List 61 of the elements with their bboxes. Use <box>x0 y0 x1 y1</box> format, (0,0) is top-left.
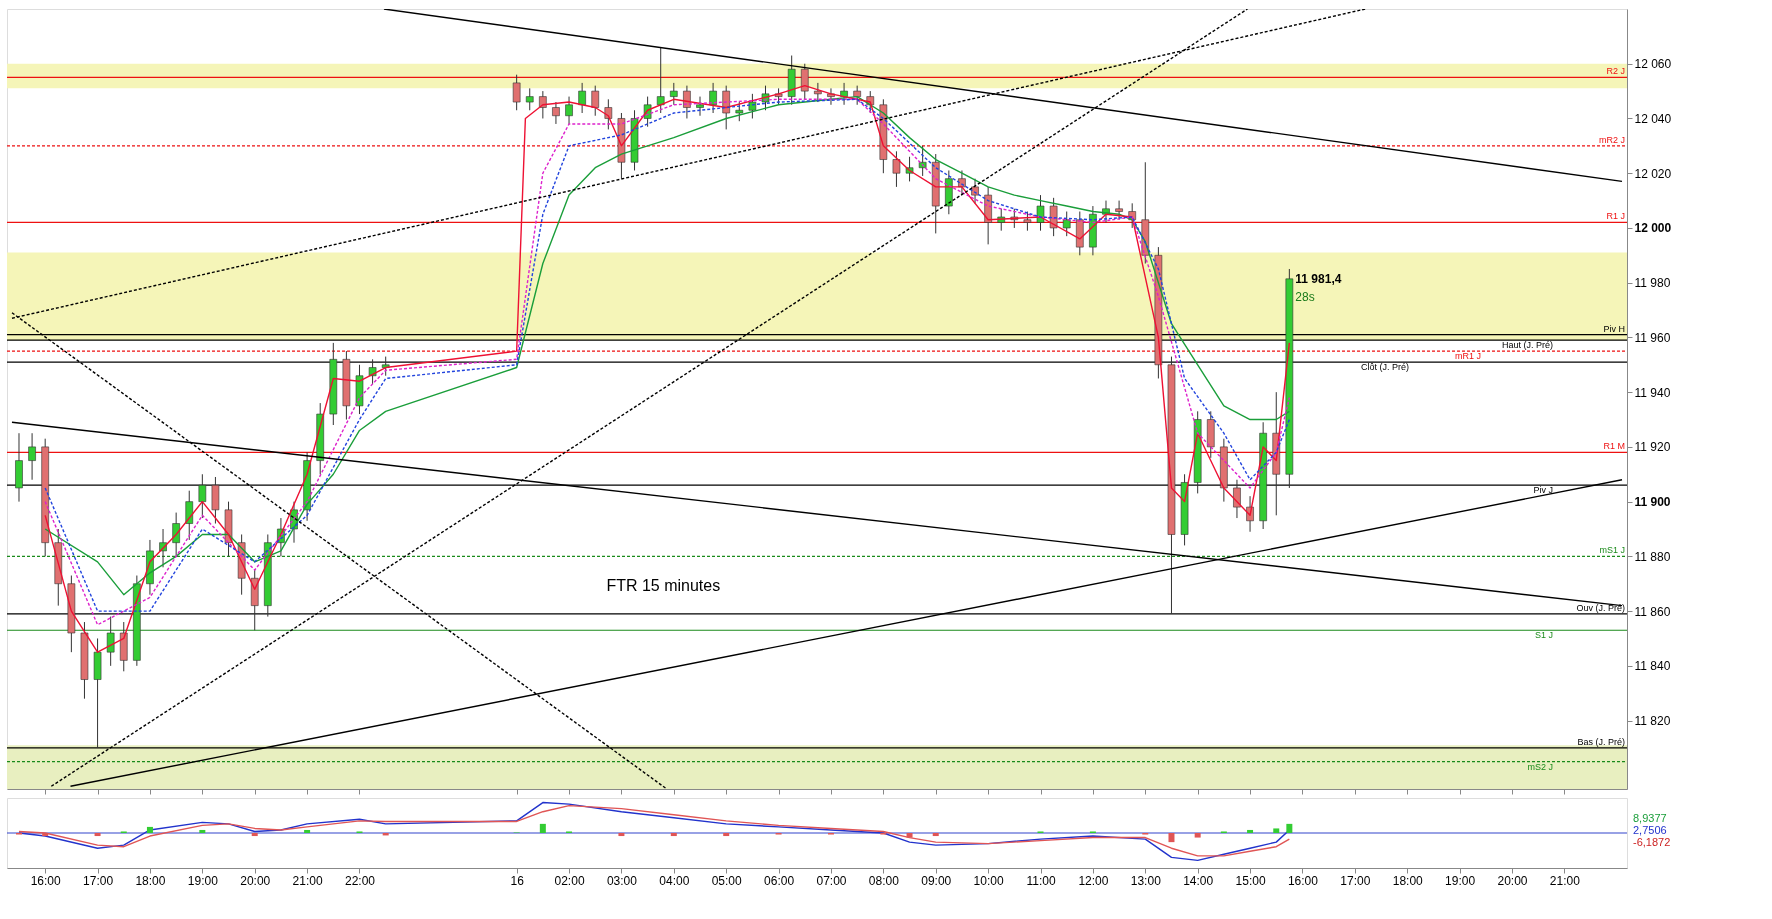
ref-line-label: Haut (J. Pré) <box>1501 340 1553 351</box>
ref-line-label: Piv H <box>1603 323 1625 334</box>
x-tick-label: 21:00 <box>1549 873 1581 888</box>
ref-line-label: mS2 J <box>1527 761 1553 772</box>
ref-line-label: mR1 J <box>1454 351 1481 362</box>
y-tick-label: 11 960 <box>1634 330 1671 345</box>
y-tick-label: 11 860 <box>1634 604 1671 619</box>
x-tick-label: 09:00 <box>921 873 952 888</box>
annotation: FTR 15 minutes <box>606 577 721 595</box>
text: 8,9377 <box>1633 812 1667 824</box>
x-tick-label: 05:00 <box>711 873 743 888</box>
y-tick-label: 11 920 <box>1634 440 1671 455</box>
x-tick-label: 18:00 <box>135 873 166 888</box>
y-tick-label: 12 020 <box>1634 166 1672 181</box>
ref-line-label: Piv J <box>1533 485 1553 496</box>
ref-line-label: Ouv (J. Pré) <box>1576 602 1625 613</box>
x-tick-label: 04:00 <box>659 873 690 888</box>
x-tick-label: 20:00 <box>240 873 271 888</box>
ref-line-label: R1 J <box>1606 211 1625 222</box>
y-tick-label: 11 840 <box>1634 659 1671 674</box>
x-tick-label: 13:00 <box>1130 873 1162 888</box>
y-tick-label: 11 940 <box>1634 385 1671 400</box>
x-tick-label: 20:00 <box>1497 873 1528 888</box>
x-tick-label: 19:00 <box>1445 873 1476 888</box>
ref-line-label: Bas (J. Pré) <box>1577 736 1625 747</box>
ref-line-label: R1 M <box>1603 441 1625 452</box>
ref-line-label: R2 J <box>1606 66 1625 77</box>
x-tick-label: 02:00 <box>554 873 585 888</box>
text: 2,7506 <box>1633 824 1667 836</box>
text: -6,1872 <box>1633 836 1671 848</box>
y-tick-label: 12 000 <box>1634 221 1672 236</box>
y-tick-label: 11 880 <box>1634 549 1671 564</box>
ref-line-label: S1 J <box>1534 630 1553 641</box>
x-tick-label: 17:00 <box>1340 873 1371 888</box>
y-tick-label: 12 040 <box>1634 111 1672 126</box>
ref-line-label: Clôt (J. Pré) <box>1360 362 1409 373</box>
x-tick-label: 14:00 <box>1183 873 1214 888</box>
y-tick-label: 11 980 <box>1634 276 1671 291</box>
x-tick-label: 21:00 <box>292 873 323 888</box>
x-tick-label: 10:00 <box>973 873 1004 888</box>
x-tick-label: 06:00 <box>764 873 795 888</box>
x-tick-label: 16:00 <box>30 873 62 888</box>
x-tick-label: 16:00 <box>1287 873 1319 888</box>
x-tick-label: 11:00 <box>1026 873 1056 888</box>
x-tick-label: 07:00 <box>816 873 847 888</box>
ref-line-label: mS1 J <box>1599 545 1625 556</box>
x-tick-label: 18:00 <box>1392 873 1424 888</box>
x-tick-label: 15:00 <box>1235 873 1266 888</box>
y-tick-label: 12 060 <box>1634 57 1672 72</box>
x-tick-label: 12:00 <box>1078 873 1109 888</box>
annotation: 11 981,4 <box>1295 271 1342 286</box>
x-tick-label: 17:00 <box>83 873 114 888</box>
x-tick-label: 16 <box>510 873 525 888</box>
y-tick-label: 11 820 <box>1634 714 1671 729</box>
y-tick-label: 11 900 <box>1634 495 1671 510</box>
x-tick-label: 03:00 <box>606 873 638 888</box>
x-tick-label: 08:00 <box>868 873 900 888</box>
ref-line-label: mR2 J <box>1598 134 1625 145</box>
annotation: 28s <box>1295 289 1315 304</box>
x-tick-label: 22:00 <box>344 873 376 888</box>
x-tick-label: 19:00 <box>187 873 219 888</box>
